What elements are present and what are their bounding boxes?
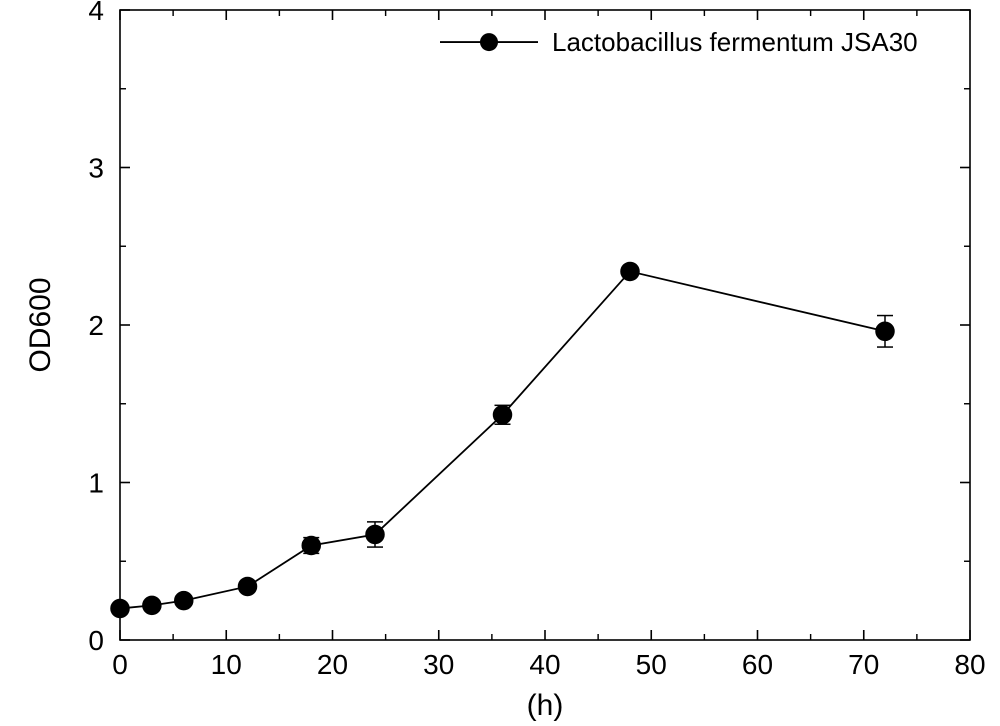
data-point bbox=[366, 525, 384, 543]
x-tick-label: 70 bbox=[848, 649, 879, 680]
x-tick-label: 0 bbox=[112, 649, 128, 680]
data-point bbox=[239, 577, 257, 595]
data-point bbox=[494, 406, 512, 424]
legend-marker bbox=[480, 33, 498, 51]
y-tick-label: 4 bbox=[88, 0, 104, 26]
line-chart: 0 10 20 30 40 50 60 70 80 0 1 2 3 4 OD600 (h) Lactobacil… bbox=[0, 0, 1000, 726]
y-axis-label: OD600 bbox=[24, 277, 57, 372]
x-tick-label: 80 bbox=[954, 649, 985, 680]
x-tick-label: 60 bbox=[742, 649, 773, 680]
y-tick-label: 3 bbox=[88, 153, 104, 184]
data-point bbox=[111, 600, 129, 618]
x-tick-label: 40 bbox=[529, 649, 560, 680]
data-point bbox=[621, 262, 639, 280]
y-tick-label: 1 bbox=[88, 468, 104, 499]
x-tick-label: 20 bbox=[317, 649, 348, 680]
x-tick-label: 10 bbox=[211, 649, 242, 680]
data-point bbox=[302, 537, 320, 555]
data-point bbox=[876, 322, 894, 340]
data-point bbox=[175, 592, 193, 610]
legend-label: Lactobacillus fermentum JSA30 bbox=[552, 27, 918, 57]
chart-container: 0 10 20 30 40 50 60 70 80 0 1 2 3 4 OD600 (h) Lactobacil… bbox=[0, 0, 1000, 726]
x-axis-label: (h) bbox=[527, 689, 564, 722]
x-tick-label: 30 bbox=[423, 649, 454, 680]
y-tick-label: 2 bbox=[88, 310, 104, 341]
x-tick-label: 50 bbox=[636, 649, 667, 680]
y-tick-label: 0 bbox=[88, 625, 104, 656]
data-point bbox=[143, 596, 161, 614]
chart-bg bbox=[0, 0, 1000, 726]
